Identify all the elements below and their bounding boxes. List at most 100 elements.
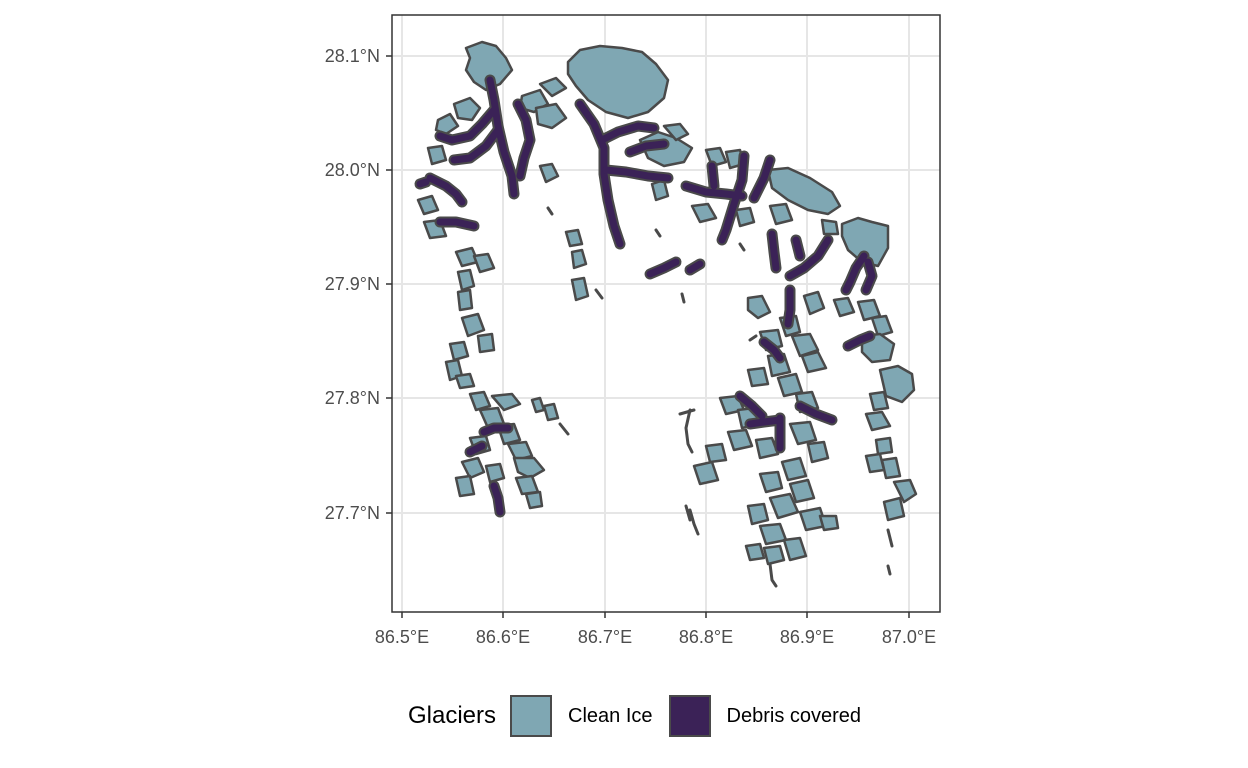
debris-tongue	[576, 100, 624, 248]
x-tick-label: 86.9°E	[780, 627, 834, 647]
glacier-polygon	[832, 296, 856, 318]
glacier-polygon	[538, 162, 560, 184]
legend-title: Glaciers	[408, 702, 497, 729]
glacier-polygon	[734, 206, 756, 228]
glacier-polygon	[468, 390, 492, 412]
map-frame	[391, 14, 941, 613]
glacier-polygon	[864, 410, 892, 432]
glacier-polygon	[762, 544, 786, 566]
glacier-polygon	[820, 218, 840, 236]
debris-tongue	[514, 100, 534, 180]
axis-ticks	[386, 55, 910, 618]
debris-tongue	[436, 106, 498, 144]
debris-tongue	[450, 126, 502, 164]
glacier-polygon	[806, 440, 830, 464]
debris-tongue	[736, 392, 766, 420]
legend-item-debris-covered: Debris covered	[668, 695, 861, 737]
x-axis-labels: 86.5°E 86.6°E 86.7°E 86.8°E 86.9°E 87.0°…	[375, 627, 936, 647]
glacier-polygon	[726, 428, 754, 452]
debris-tongue	[486, 76, 518, 198]
glacier-polygon	[704, 442, 728, 464]
glacier-polygon	[566, 44, 670, 120]
gridlines	[392, 15, 940, 612]
y-axis-labels: 28.1°N 28.0°N 27.9°N 27.8°N 27.7°N	[325, 46, 380, 523]
x-tick-label: 86.6°E	[476, 627, 530, 647]
glacier-polygon	[506, 440, 534, 462]
glacier-polygon	[870, 314, 894, 338]
debris-tongue	[490, 482, 504, 516]
glacier-polygon	[534, 102, 568, 130]
glacier-polygon	[454, 372, 476, 390]
glacier-polygon	[768, 202, 794, 226]
y-tick-label: 27.7°N	[325, 503, 380, 523]
debris-tongue	[784, 286, 794, 328]
debris-tongue	[750, 156, 774, 202]
legend-item-clean-ice: Clean Ice	[510, 695, 653, 737]
glacier-polygon	[766, 166, 842, 216]
glacier-polygon	[818, 514, 840, 532]
glacier-polygon	[864, 452, 886, 474]
glacier-polygon	[456, 288, 474, 312]
glacier-polygon	[788, 420, 818, 446]
glacier-polygon	[782, 536, 808, 562]
glacier-polygon	[454, 474, 476, 498]
y-tick-label: 27.8°N	[325, 388, 380, 408]
glacier-polygon	[452, 96, 482, 122]
debris-layer	[414, 74, 894, 588]
glacier-polygon	[840, 216, 890, 268]
glacier-polygon	[460, 312, 486, 338]
glacier-polygon	[460, 456, 486, 480]
glacier-polygon	[542, 402, 560, 422]
debris-tongue	[842, 252, 868, 294]
debris-tongue	[416, 178, 430, 188]
glacier-polygon	[690, 202, 718, 224]
y-tick-label: 28.1°N	[325, 46, 380, 66]
glacier-polygon	[800, 350, 828, 374]
glacier-polygon	[746, 502, 770, 526]
legend-label-clean-ice: Clean Ice	[568, 704, 653, 727]
glacier-polygon	[434, 112, 460, 136]
glacier-polygon	[892, 478, 918, 504]
glacier-polygon	[524, 490, 544, 510]
debris-tongue	[862, 258, 876, 294]
x-tick-label: 87.0°E	[882, 627, 936, 647]
glacier-polygon	[746, 294, 772, 320]
debris-tongue	[466, 442, 486, 456]
debris-tongue	[436, 218, 478, 230]
glacier-polygon	[758, 522, 788, 546]
glacier-polygon	[880, 456, 902, 480]
glacier-polygon	[744, 542, 766, 562]
legend: Glaciers Clean Ice Debris covered	[408, 690, 877, 742]
glacier-polygon	[472, 252, 496, 274]
glacier-polygon	[790, 332, 820, 358]
debris-tongue	[786, 236, 832, 280]
y-tick-label: 28.0°N	[325, 160, 380, 180]
glacier-polygon	[490, 392, 522, 412]
x-tick-label: 86.7°E	[578, 627, 632, 647]
glacier-polygon	[754, 436, 780, 460]
debris-tongue	[718, 152, 748, 244]
glacier-polygon	[570, 276, 590, 302]
legend-key-debris-covered	[668, 695, 711, 737]
glacier-polygon	[416, 194, 440, 216]
debris-tongue	[626, 140, 668, 156]
glacier-polygon	[868, 390, 890, 412]
glacier-polygon	[476, 332, 496, 354]
debris-tongue	[426, 174, 466, 206]
glacier-polygon	[426, 144, 448, 166]
glacier-polygon	[802, 290, 826, 316]
debris-tongue	[602, 166, 672, 182]
glacier-polygon	[512, 456, 546, 480]
legend-key-clean-ice	[510, 695, 553, 737]
glacier-polygon	[758, 470, 784, 494]
debris-tongue	[796, 402, 836, 424]
x-tick-label: 86.5°E	[375, 627, 429, 647]
debris-tongue	[760, 338, 784, 362]
glacier-polygon	[746, 366, 770, 388]
glacier-polygon	[538, 76, 568, 98]
glacier-polygon	[564, 228, 584, 248]
glacier-polygon	[456, 268, 476, 292]
glacier-polygon	[464, 40, 514, 92]
debris-tongue	[646, 258, 680, 278]
